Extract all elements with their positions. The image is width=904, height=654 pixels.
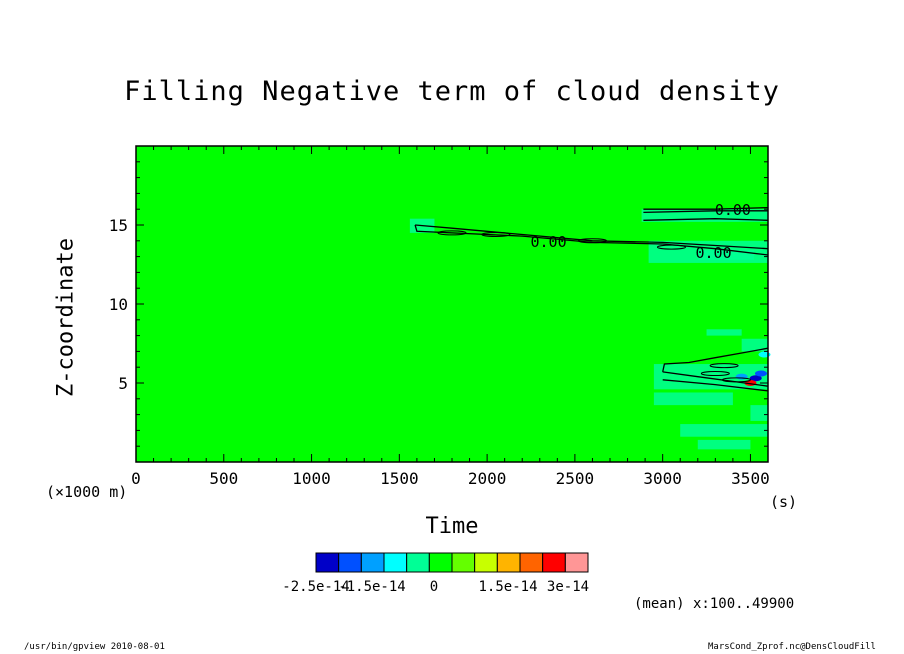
x-tick-label: 0 [131,469,141,488]
contour-loop [656,244,686,250]
x-axis-units: (s) [770,493,798,511]
contour-loop [721,377,751,383]
y-tick-label: 10 [109,295,128,314]
chart-title: Filling Negative term of cloud density [124,76,780,107]
contour-label-group: 0.00 0.00 0.00 [530,201,750,262]
contour-line [662,379,769,392]
contour-line [643,218,769,221]
colorbar-tick-label: 0 [429,579,439,595]
colorbar-tick-label: 1.5e-14 [478,579,538,595]
colorbar-swatch [338,552,362,573]
contour-line [662,371,769,387]
contour-line [662,347,769,373]
colorbar-swatch [451,552,476,573]
y-axis-label: Z-coordinate [53,238,79,397]
contour-loop [481,231,511,237]
colorbar-tick-label: -2.5e-14 [282,579,350,595]
x-tick-label: 3000 [643,469,682,488]
colorbar-swatch [542,552,566,573]
contour-label: 0.00 [696,244,732,262]
contour-line [643,210,768,214]
colorbar-swatch [474,552,498,573]
field-patch [680,424,768,437]
y-tick-label: 5 [118,374,128,393]
colorbar-swatch [383,552,408,573]
contour-line [643,206,769,210]
field-patch [697,439,751,450]
colorbar-tick-label: -1.5e-14 [338,579,406,595]
contour-loop [709,363,739,369]
colorbar-swatch [564,552,589,573]
contour-label: 0.00 [530,233,566,251]
field-background [136,146,768,462]
contour-loop [700,371,730,377]
colorbar-swatch [360,552,385,573]
field-spot [749,375,762,382]
mean-annotation: (mean) x:100..49900 [634,596,795,612]
colorbar-swatch [315,552,340,573]
contour-lines [414,206,769,392]
x-tick-label: 1500 [380,469,419,488]
colorbar-swatch [428,552,453,573]
field-patch [741,338,768,352]
field-spot [735,373,748,380]
x-axis-ticks: 0 500 1000 1500 2000 2500 3000 3500 [131,146,770,488]
contour-line [415,224,769,250]
colorbar-tick-label: 3e-14 [546,579,590,595]
contour-label: 0.00 [715,201,751,219]
field-spot [754,370,767,377]
x-tick-label: 500 [209,469,238,488]
footer-right: MarsCond_Zprof.nc@DensCloudFill [708,642,876,652]
colorbar-swatch [496,552,521,573]
y-axis-units: (×1000 m) [46,483,128,501]
colorbar [315,552,589,573]
contour-loop [577,238,607,244]
x-tick-label: 2000 [468,469,507,488]
y-axis-ticks: 5 10 15 [109,161,768,447]
x-tick-label: 1000 [292,469,331,488]
x-axis-label: Time [425,514,479,539]
footer-left: /usr/bin/gpview 2010-08-01 [24,642,165,652]
heatmap-field [136,146,771,462]
colorbar-swatch [519,552,544,573]
field-patch [750,405,768,421]
colorbar-swatch [406,552,430,573]
field-patch [653,392,733,406]
field-patch [697,250,754,260]
contour-loop [437,230,467,236]
x-tick-label: 3500 [731,469,770,488]
y-tick-label: 15 [109,216,128,235]
field-patch [706,329,742,336]
contour-line [414,224,769,256]
x-tick-label: 2500 [556,469,595,488]
